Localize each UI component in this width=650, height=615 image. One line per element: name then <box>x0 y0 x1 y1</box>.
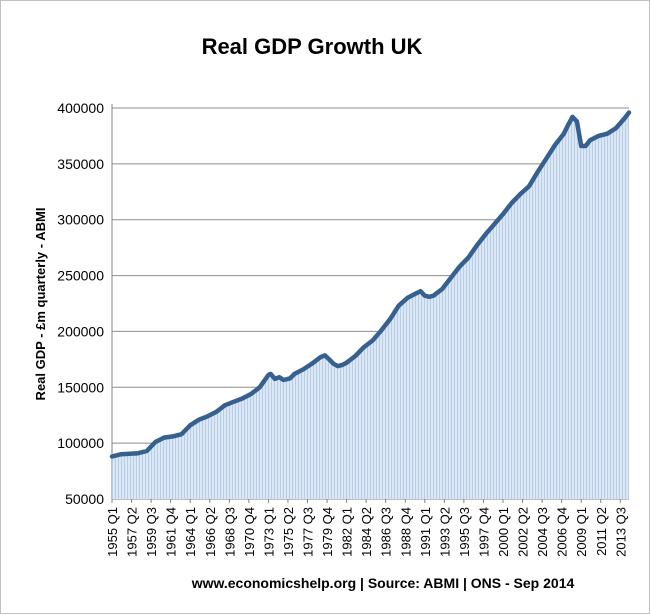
x-tick-label: 1961 Q4 <box>164 507 179 557</box>
x-tick-label: 1968 Q3 <box>222 507 237 557</box>
chart-title: Real GDP Growth UK <box>202 34 423 59</box>
y-axis-ticks: 50000 100000 150000 200000 250000 300000 35000… <box>57 100 104 507</box>
x-tick-label: 2000 Q1 <box>496 507 511 557</box>
x-tick-label: 1977 Q3 <box>301 507 316 557</box>
x-tick-label: 1964 Q1 <box>183 507 198 557</box>
y-tick-label: 100000 <box>57 435 104 451</box>
x-tick-label: 1984 Q2 <box>359 507 374 557</box>
x-axis-ticks: 1955 Q1 1957 Q2 1959 Q3 1961 Q4 1964 Q1 1966 … <box>105 499 628 557</box>
x-tick-label: 2006 Q4 <box>555 507 570 557</box>
y-axis-label: Real GDP - £m quarterly - ABMI <box>33 208 48 401</box>
x-tick-label: 1970 Q4 <box>242 507 257 557</box>
y-tick-label: 250000 <box>57 268 104 284</box>
y-tick-label: 400000 <box>57 100 104 116</box>
x-tick-label: 1997 Q4 <box>477 507 492 557</box>
plot-area <box>109 110 632 499</box>
y-tick-label: 150000 <box>57 379 104 395</box>
x-tick-label: 1995 Q3 <box>457 507 472 557</box>
x-tick-label: 1973 Q1 <box>261 507 276 557</box>
y-tick-label: 200000 <box>57 323 104 339</box>
x-tick-label: 2013 Q3 <box>613 507 628 557</box>
x-tick-label: 1982 Q1 <box>340 507 355 557</box>
source-note: www.economicshelp.org | Source: ABMI | O… <box>191 575 575 591</box>
x-tick-label: 1966 Q2 <box>203 507 218 557</box>
y-tick-label: 300000 <box>57 212 104 228</box>
y-tick-label: 50000 <box>65 491 104 507</box>
x-tick-label: 1991 Q1 <box>418 507 433 557</box>
gdp-series-line <box>109 110 632 459</box>
gdp-area-fill <box>112 112 629 499</box>
x-tick-label: 2004 Q3 <box>535 507 550 557</box>
x-tick-label: 1979 Q4 <box>320 507 335 557</box>
x-tick-label: 1955 Q1 <box>105 507 120 557</box>
x-tick-label: 1957 Q2 <box>125 507 140 557</box>
x-tick-label: 1959 Q3 <box>144 507 159 557</box>
x-tick-label: 2002 Q2 <box>516 507 531 557</box>
x-tick-label: 2011 Q2 <box>594 507 609 556</box>
x-tick-label: 1988 Q4 <box>398 507 413 557</box>
y-tick-label: 350000 <box>57 156 104 172</box>
x-tick-label: 2009 Q1 <box>574 507 589 557</box>
x-tick-label: 1986 Q3 <box>379 507 394 557</box>
x-tick-label: 1975 Q2 <box>281 507 296 557</box>
x-tick-label: 1993 Q2 <box>437 507 452 557</box>
